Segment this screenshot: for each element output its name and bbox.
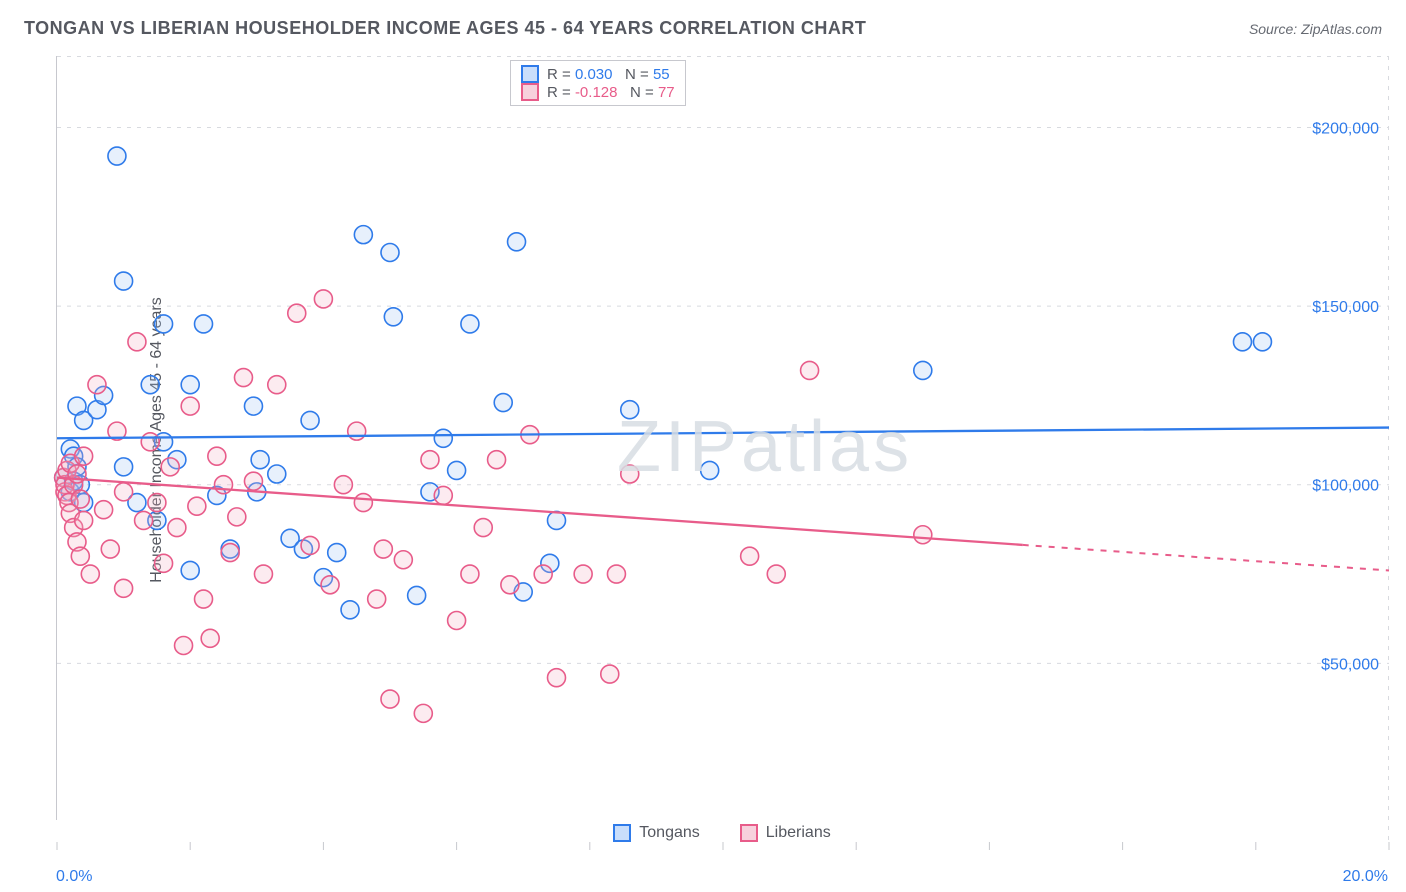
page-title: TONGAN VS LIBERIAN HOUSEHOLDER INCOME AG… bbox=[24, 18, 866, 39]
chart-svg: $50,000 $100,000 $150,000 $200,000 bbox=[57, 56, 1389, 842]
swatch-tongans bbox=[521, 65, 539, 83]
series-legend: Tongans Liberians bbox=[56, 820, 1388, 842]
legend-item-tongans: Tongans bbox=[613, 824, 700, 842]
x-axis-max-label: 20.0% bbox=[1343, 868, 1388, 886]
legend-item-liberians: Liberians bbox=[740, 824, 831, 842]
corr-row-tongans: R = 0.030 N = 55 bbox=[521, 65, 675, 83]
svg-text:$200,000: $200,000 bbox=[1312, 120, 1379, 137]
n-value-tongans: 55 bbox=[653, 66, 670, 83]
n-value-liberians: 77 bbox=[658, 84, 675, 101]
r-label: R = bbox=[547, 84, 571, 101]
r-value-liberians: -0.128 bbox=[575, 84, 618, 101]
scatter-chart: $50,000$100,000$150,000$200,000 ZIPatlas… bbox=[56, 56, 1388, 842]
svg-text:$100,000: $100,000 bbox=[1312, 478, 1379, 495]
corr-row-liberians: R = -0.128 N = 77 bbox=[521, 83, 675, 101]
r-value-tongans: 0.030 bbox=[575, 66, 613, 83]
legend-swatch-tongans bbox=[613, 824, 631, 842]
swatch-liberians bbox=[521, 83, 539, 101]
r-label: R = bbox=[547, 66, 571, 83]
legend-label-liberians: Liberians bbox=[766, 824, 831, 842]
legend-swatch-liberians bbox=[740, 824, 758, 842]
n-label: N = bbox=[630, 84, 654, 101]
x-axis-min-label: 0.0% bbox=[56, 868, 92, 886]
svg-text:$150,000: $150,000 bbox=[1312, 299, 1379, 316]
legend-label-tongans: Tongans bbox=[639, 824, 700, 842]
source-attribution: Source: ZipAtlas.com bbox=[1249, 21, 1382, 37]
svg-text:$50,000: $50,000 bbox=[1321, 656, 1379, 673]
correlation-legend: R = 0.030 N = 55 R = -0.128 N = 77 bbox=[510, 60, 686, 106]
n-label: N = bbox=[625, 66, 649, 83]
plot-area: $50,000$100,000$150,000$200,000 ZIPatlas bbox=[56, 56, 1388, 842]
